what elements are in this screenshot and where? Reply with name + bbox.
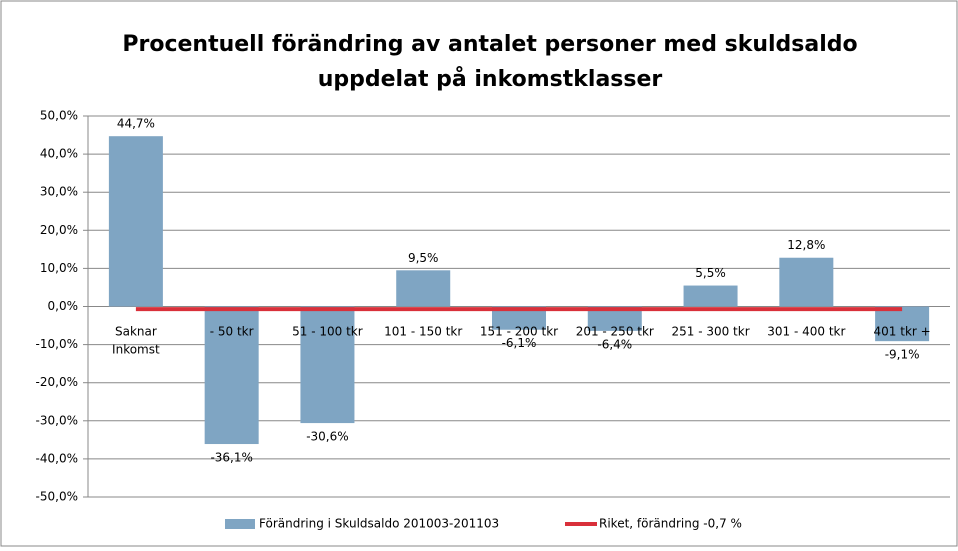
bar xyxy=(108,136,163,307)
chart-title: uppdelat på inkomstklasser xyxy=(318,66,663,92)
bar xyxy=(492,306,546,330)
data-label: 9,5% xyxy=(408,251,439,265)
y-tick-label: -10,0% xyxy=(36,337,78,351)
bar xyxy=(683,285,738,307)
y-tick-label: 40,0% xyxy=(40,147,78,161)
data-label: -36,1% xyxy=(210,451,252,465)
bar xyxy=(875,306,930,342)
bar xyxy=(779,257,834,307)
bar xyxy=(396,270,451,307)
legend-swatch xyxy=(225,519,255,529)
y-tick-label: 50,0% xyxy=(40,109,78,123)
data-label: -6,1% xyxy=(502,336,537,350)
data-label: -30,6% xyxy=(306,430,348,444)
y-tick-label: 20,0% xyxy=(40,223,78,237)
x-tick-label: 101 - 150 tkr xyxy=(384,324,462,338)
bar xyxy=(204,306,259,445)
x-tick-label: Saknar Inkomst xyxy=(112,324,160,356)
x-tick-label: 401 tkr + xyxy=(874,324,931,338)
x-tick-label: 151 - 200 tkr xyxy=(480,324,558,338)
x-tick-label: 201 - 250 tkr xyxy=(576,324,654,338)
y-tick-label: -40,0% xyxy=(36,451,78,465)
y-tick-label: 30,0% xyxy=(40,185,78,199)
y-tick-label: 0,0% xyxy=(48,299,79,313)
legend-label: Riket, förändring -0,7 % xyxy=(599,517,742,531)
x-tick-label: - 50 tkr xyxy=(210,324,254,338)
data-label: 5,5% xyxy=(695,266,726,280)
x-tick-label: 51 - 100 tkr xyxy=(292,324,363,338)
legend-label: Förändring i Skuldsaldo 201003-201103 xyxy=(259,517,499,531)
data-label: 12,8% xyxy=(787,238,825,252)
y-tick-label: 10,0% xyxy=(40,261,78,275)
y-tick-label: -50,0% xyxy=(36,490,78,504)
y-tick-label: -30,0% xyxy=(36,413,78,427)
x-tick-label: 301 - 400 tkr xyxy=(767,324,845,338)
y-tick-label: -20,0% xyxy=(36,375,78,389)
chart-title: Procentuell förändring av antalet person… xyxy=(122,32,857,57)
data-label: 44,7% xyxy=(117,117,155,131)
data-label: -6,4% xyxy=(597,337,632,351)
data-label: -9,1% xyxy=(885,348,920,362)
bar xyxy=(300,306,355,424)
x-tick-label: 251 - 300 tkr xyxy=(671,324,749,338)
